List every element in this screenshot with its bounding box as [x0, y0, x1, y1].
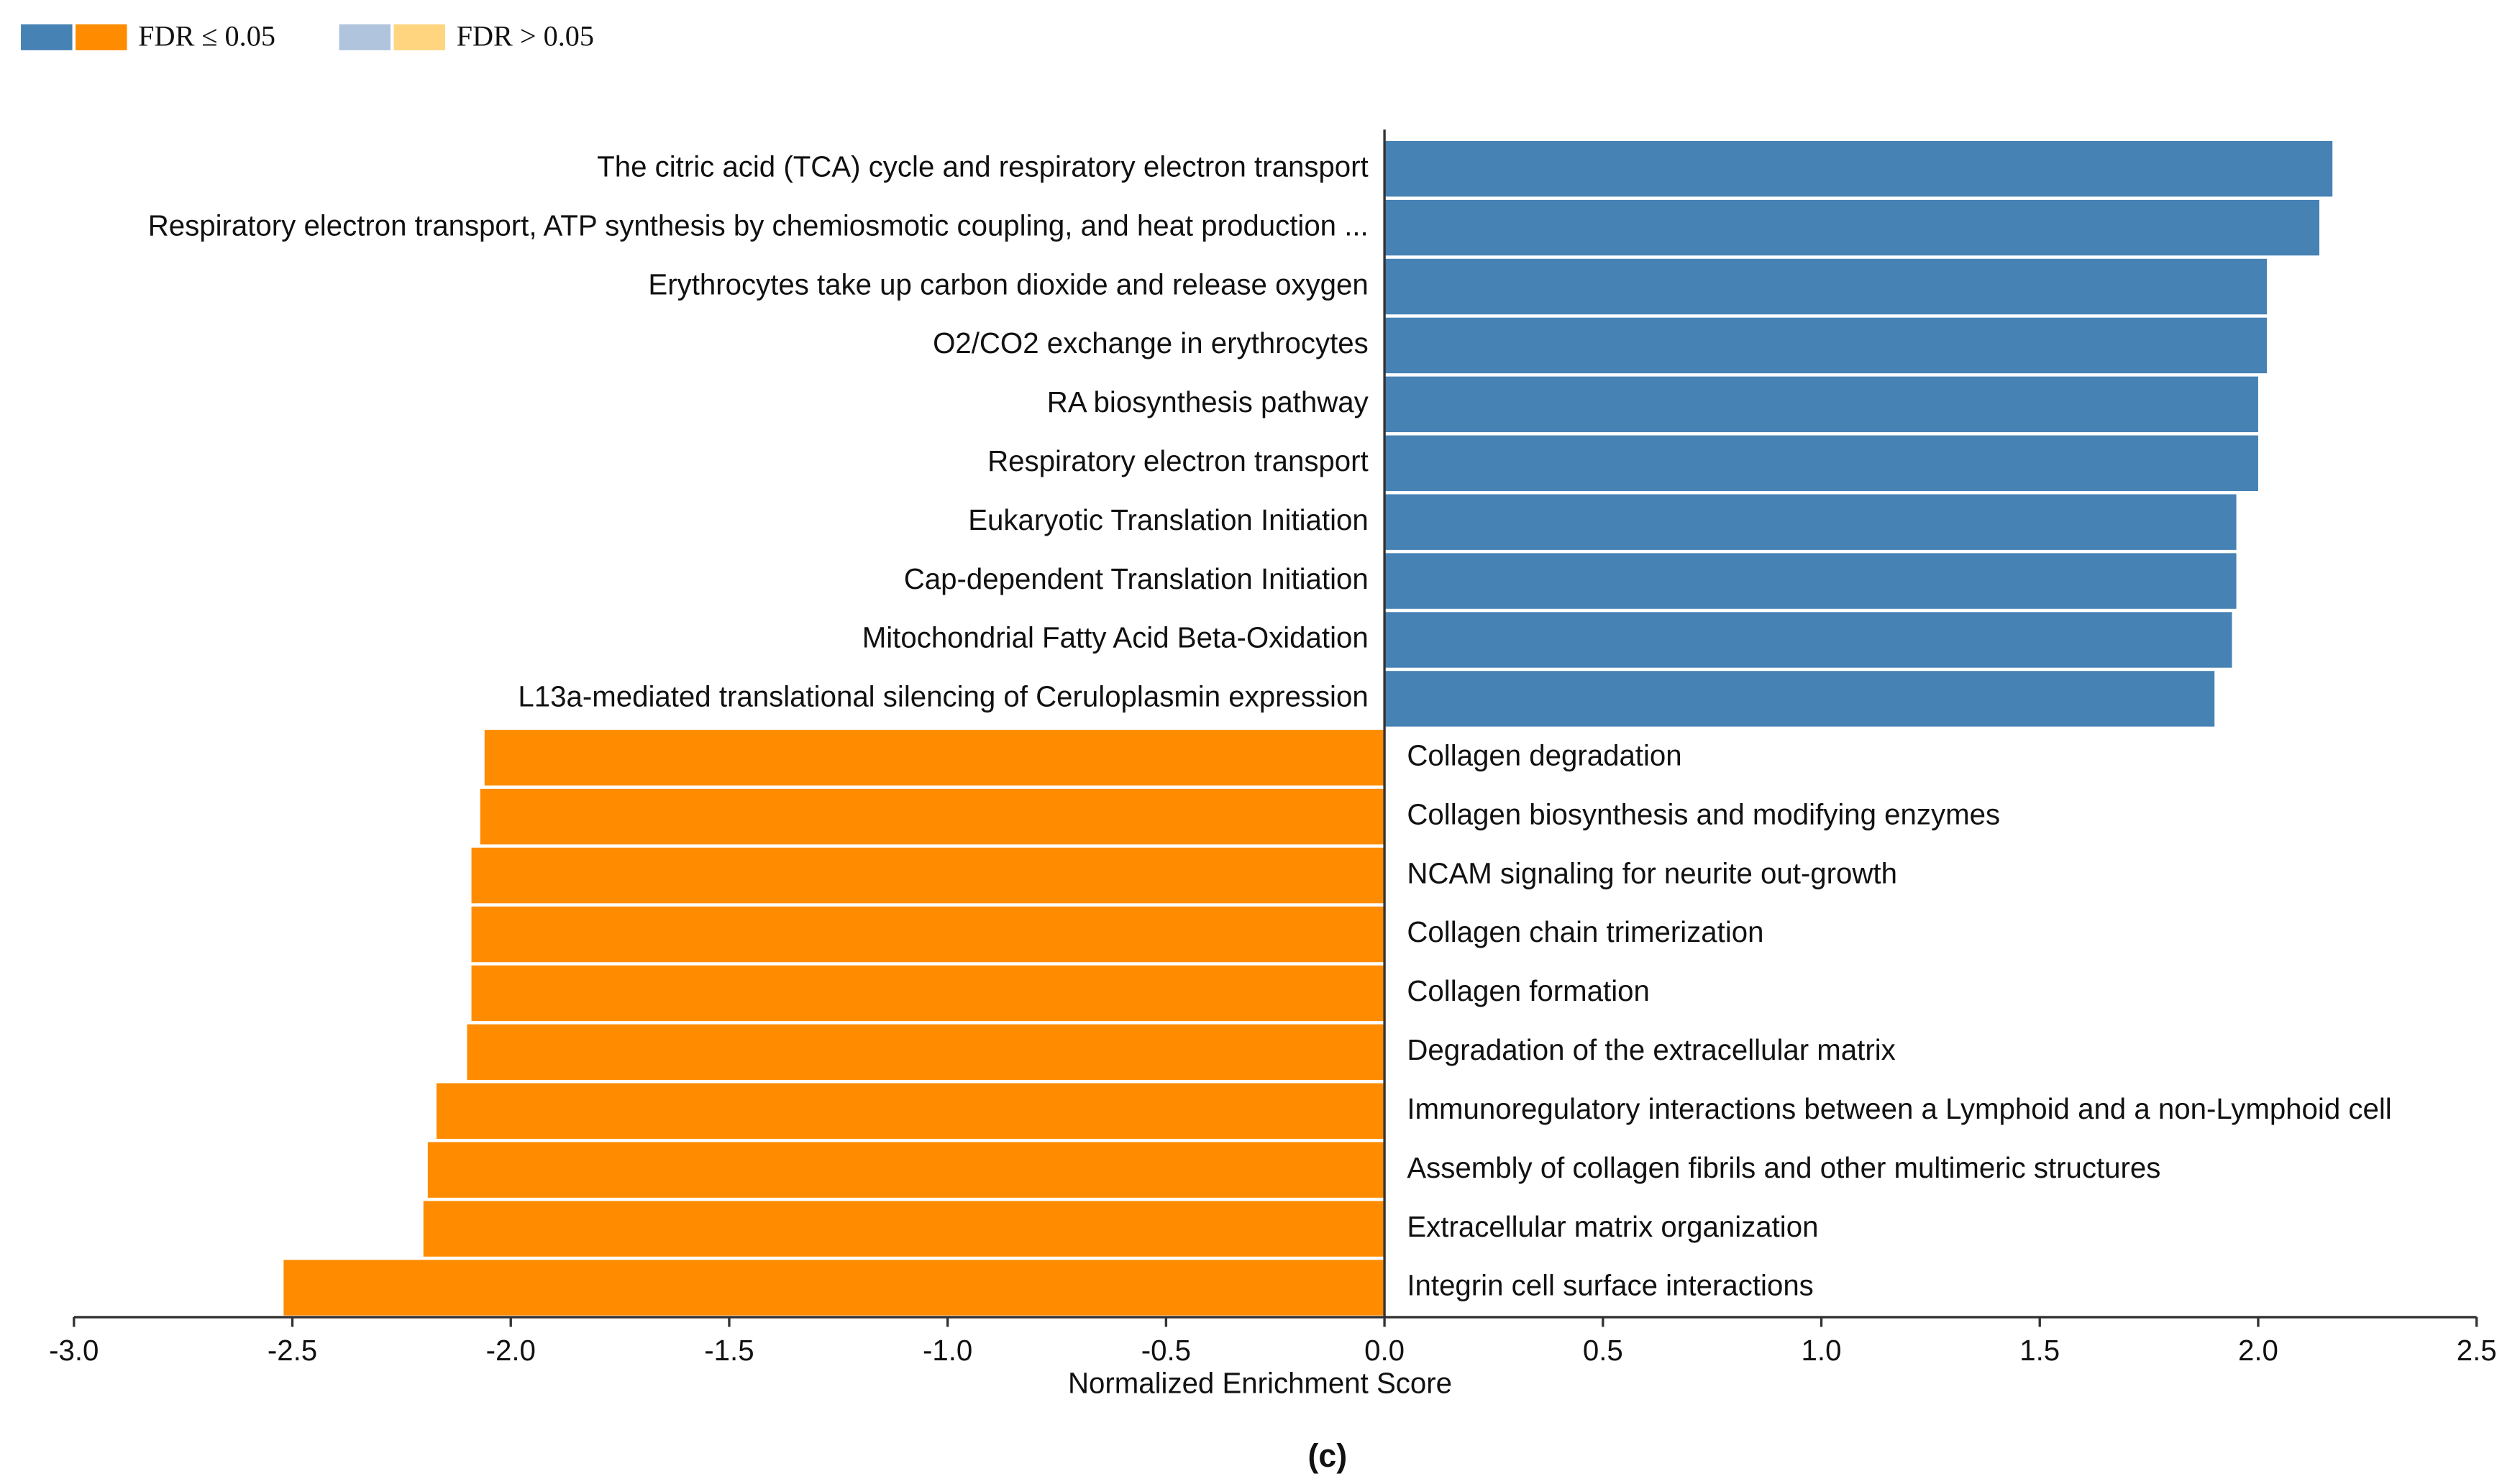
bar — [1384, 671, 2215, 727]
bar — [1384, 494, 2237, 550]
bar — [471, 965, 1385, 1022]
x-tick-label: 1.5 — [2019, 1334, 2060, 1367]
bar — [1384, 376, 2258, 433]
category-label: Erythrocytes take up carbon dioxide and … — [648, 267, 1368, 301]
bar — [480, 789, 1385, 845]
category-label: O2/CO2 exchange in erythrocytes — [933, 326, 1369, 359]
category-label: Collagen biosynthesis and modifying enzy… — [1407, 797, 2000, 830]
category-label: Cap-dependent Translation Initiation — [904, 562, 1369, 595]
legend-label: FDR ≤ 0.05 — [138, 19, 275, 52]
x-tick-label: -2.0 — [486, 1334, 536, 1367]
x-tick-label: -1.0 — [923, 1334, 972, 1367]
bar — [1384, 258, 2268, 315]
category-label: Collagen chain trimerization — [1407, 915, 1763, 948]
category-label: The citric acid (TCA) cycle and respirat… — [597, 150, 1369, 183]
legend-swatch — [21, 24, 73, 50]
x-tick-label: -3.0 — [49, 1334, 99, 1367]
category-label: Collagen formation — [1407, 974, 1649, 1007]
bar — [471, 847, 1385, 904]
bar — [1384, 141, 2333, 197]
category-label: Respiratory electron transport — [987, 444, 1369, 477]
legend-swatch — [393, 24, 446, 50]
legend-swatch — [76, 24, 127, 50]
category-label: Extracellular matrix organization — [1407, 1210, 1818, 1243]
bar — [423, 1201, 1385, 1257]
category-label: Integrin cell surface interactions — [1407, 1269, 1813, 1302]
bar — [1384, 317, 2268, 374]
category-label: Immunoregulatory interactions between a … — [1407, 1092, 2391, 1125]
x-tick-label: -0.5 — [1141, 1334, 1191, 1367]
bar — [1384, 612, 2232, 668]
x-axis-label: Normalized Enrichment Score — [1068, 1366, 1452, 1399]
bar — [467, 1024, 1385, 1081]
bar — [1384, 199, 2319, 256]
bar — [471, 906, 1385, 963]
bar — [436, 1083, 1385, 1139]
category-label: Eukaryotic Translation Initiation — [968, 503, 1368, 536]
x-tick-label: 0.5 — [1583, 1334, 1623, 1367]
caption: (c) — [1308, 1437, 1348, 1474]
x-tick-label: 1.0 — [1802, 1334, 1842, 1367]
x-tick-label: 2.5 — [2457, 1334, 2497, 1367]
bar — [1384, 553, 2237, 609]
bar — [484, 730, 1385, 786]
category-label: Respiratory electron transport, ATP synt… — [148, 209, 1369, 242]
bar — [1384, 435, 2258, 491]
category-label: Mitochondrial Fatty Acid Beta-Oxidation — [862, 621, 1369, 654]
bar — [427, 1142, 1385, 1198]
category-label: L13a-mediated translational silencing of… — [518, 679, 1368, 713]
x-tick-label: -1.5 — [704, 1334, 754, 1367]
bar — [283, 1260, 1385, 1316]
x-tick-label: 2.0 — [2238, 1334, 2278, 1367]
category-label: Collagen degradation — [1407, 738, 1681, 771]
legend-swatch — [339, 24, 391, 50]
x-tick-label: 0.0 — [1364, 1334, 1405, 1367]
x-tick-label: -2.5 — [268, 1334, 317, 1367]
category-label: Assembly of collagen fibrils and other m… — [1407, 1151, 2160, 1184]
category-label: RA biosynthesis pathway — [1047, 385, 1369, 418]
category-label: NCAM signaling for neurite out-growth — [1407, 856, 1897, 889]
category-label: Degradation of the extracellular matrix — [1407, 1033, 1895, 1066]
legend-label: FDR > 0.05 — [457, 19, 594, 52]
